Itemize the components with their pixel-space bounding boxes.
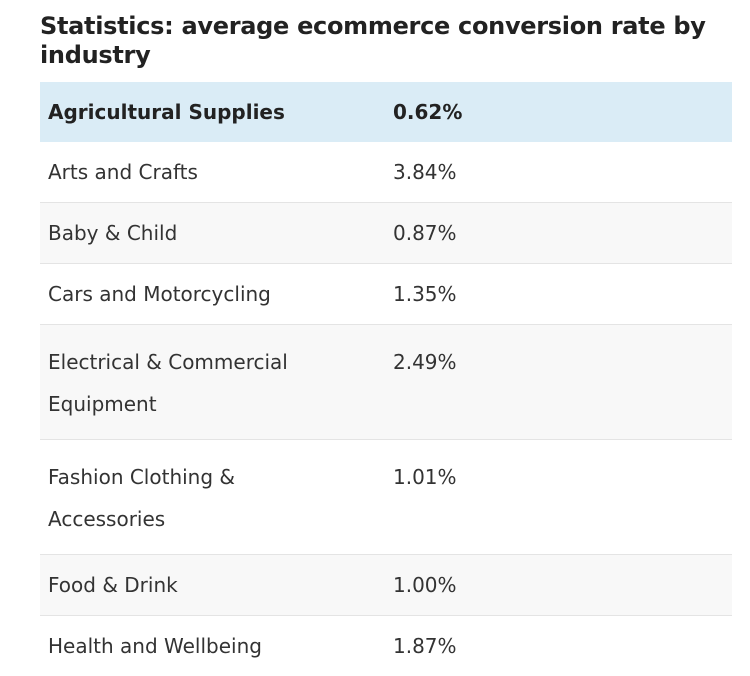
rate-cell: 3.84% <box>385 142 732 203</box>
table-row: Baby & Child 0.87% <box>40 203 732 264</box>
conversion-rate-table: Agricultural Supplies 0.62% Arts and Cra… <box>40 82 732 676</box>
header-industry-cell: Agricultural Supplies <box>40 82 385 142</box>
industry-cell: Baby & Child <box>40 203 385 264</box>
industry-cell: Electrical & Commercial Equipment <box>40 325 385 440</box>
industry-cell: Cars and Motorcycling <box>40 264 385 325</box>
rate-cell: 0.87% <box>385 203 732 264</box>
industry-cell: Arts and Crafts <box>40 142 385 203</box>
table-row: Electrical & Commercial Equipment 2.49% <box>40 325 732 440</box>
article-section: Statistics: average ecommerce conversion… <box>40 12 732 676</box>
table-row: Arts and Crafts 3.84% <box>40 142 732 203</box>
table-row: Fashion Clothing & Accessories 1.01% <box>40 440 732 555</box>
page-title: Statistics: average ecommerce conversion… <box>40 12 732 70</box>
header-rate-cell: 0.62% <box>385 82 732 142</box>
industry-cell: Fashion Clothing & Accessories <box>40 440 385 555</box>
rate-cell: 1.01% <box>385 440 732 555</box>
table-row: Food & Drink 1.00% <box>40 555 732 616</box>
rate-cell: 1.00% <box>385 555 732 616</box>
rate-cell: 1.35% <box>385 264 732 325</box>
rate-cell: 2.49% <box>385 325 732 440</box>
table-header-row: Agricultural Supplies 0.62% <box>40 82 732 142</box>
industry-cell: Food & Drink <box>40 555 385 616</box>
table-row: Cars and Motorcycling 1.35% <box>40 264 732 325</box>
